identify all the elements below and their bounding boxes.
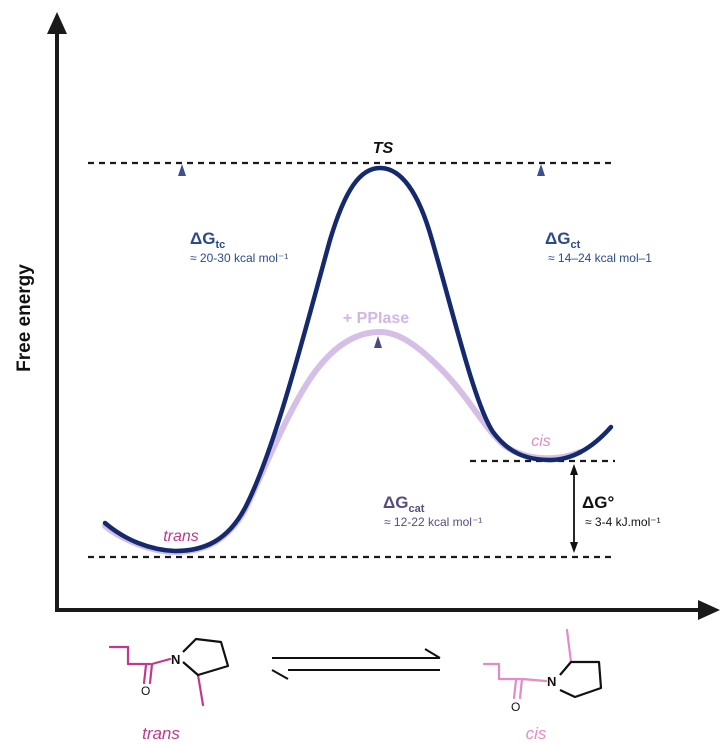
trans-amide-nitrogen: N [171,652,180,667]
catalyzed-curve [102,328,583,556]
y-axis-arrowhead [47,12,67,34]
svg-text:ΔGtc: ΔGtc [190,229,225,251]
dg-tc-subscript: tc [215,239,225,251]
cis-carbonyl-oxygen: O [511,700,520,714]
dg-std-symbol: ΔG° [582,493,614,512]
cis-molecule-label: cis [526,724,547,743]
y-axis-label: Free energy [14,264,35,372]
reference-lines [88,161,615,559]
dg-ct-arrowhead [537,164,545,176]
dg-cat-symbol: ΔG [383,493,408,512]
dg-ct-subscript: ct [570,239,580,251]
cis-amide-nitrogen: N [547,674,556,689]
dg-ct-value: ≈ 14–24 kcal mol–1 [548,251,652,265]
trans-curve-label: trans [163,528,199,545]
dg-tc-value: ≈ 20-30 kcal mol⁻¹ [190,251,288,265]
cis-curve-label: cis [531,433,551,450]
dg-cat-value: ≈ 12-22 kcal mol⁻¹ [384,515,482,529]
dg-cat-subscript: cat [408,503,424,515]
dg-std-arrowhead-down [570,542,578,553]
cis-pyrrolidine-ring [559,660,603,699]
cis-molecule: O N [482,628,603,714]
x-axis-arrowhead [698,600,720,620]
svg-text:ΔGcat: ΔGcat [383,493,425,515]
dg-ct-annotation: ΔGct ≈ 14–24 kcal mol–1 [545,229,652,265]
dg-tc-symbol: ΔG [190,229,215,248]
dg-ct-symbol: ΔG [545,229,570,248]
dg-tc-arrowhead [178,164,186,176]
dg-std-annotation: ΔG° ≈ 3-4 kJ.mol⁻¹ [582,493,661,529]
dg-cat-arrowhead [374,336,382,348]
trans-molecule-label: trans [142,724,180,743]
energy-arrows [178,164,578,553]
trans-pyrrolidine-ring [182,637,230,677]
dg-tc-annotation: ΔGtc ≈ 20-30 kcal mol⁻¹ [190,229,288,265]
ppiase-label: + PPIase [343,310,409,327]
svg-text:ΔGct: ΔGct [545,229,581,251]
ts-label: TS [373,140,394,157]
dg-std-value: ≈ 3-4 kJ.mol⁻¹ [585,515,661,529]
trans-molecule: O N [108,637,230,707]
equilibrium-arrows [271,648,441,680]
axes [47,12,720,620]
trans-carbonyl-oxygen: O [141,684,150,698]
uncatalyzed-curve [102,165,614,554]
dg-std-arrowhead-up [570,464,578,475]
dg-cat-annotation: ΔGcat ≈ 12-22 kcal mol⁻¹ [383,493,482,529]
